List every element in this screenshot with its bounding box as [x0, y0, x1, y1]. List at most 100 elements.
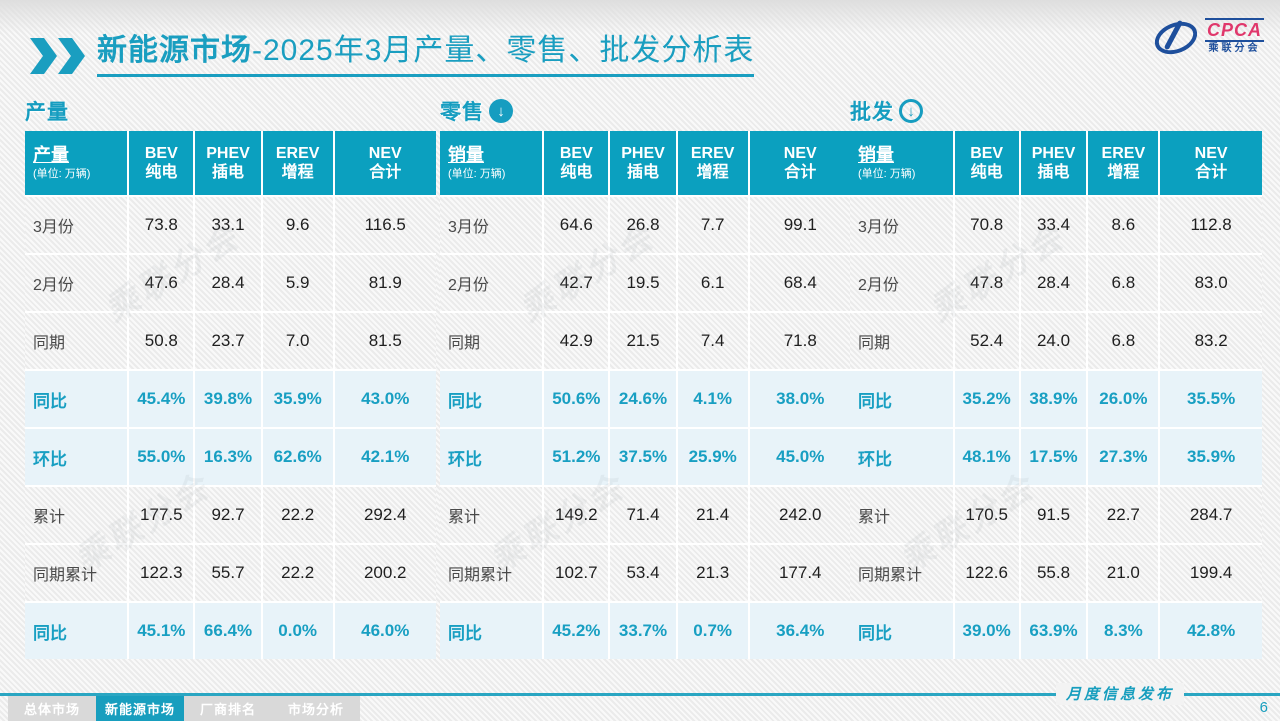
data-cell: 24.0	[1020, 313, 1087, 369]
row-label: 3月份	[850, 197, 953, 253]
data-cell: 48.1%	[954, 429, 1019, 485]
nav-tab-新能源市场[interactable]: 新能源市场	[96, 696, 184, 721]
logo-acronym: CPCA	[1204, 18, 1264, 42]
data-cell: 38.0%	[749, 371, 851, 427]
table-section-title: 零售	[440, 101, 484, 124]
table-measure-label: 销量	[448, 144, 484, 165]
data-cell: 55.8	[1020, 545, 1087, 601]
column-header-line1: EREV	[690, 144, 735, 162]
data-cell: 83.0	[1160, 255, 1262, 311]
row-label: 3月份	[25, 197, 128, 253]
data-cell: 21.4	[677, 487, 748, 543]
data-grid: 产量 (单位: 万辆) BEV 纯电 PHEV 插电 EREV 增程 NEV 合计 3月份 73.8 3…	[25, 131, 436, 659]
data-cell: 71.4	[610, 487, 676, 543]
down-arrow-badge-icon: ↓	[899, 99, 923, 123]
data-cell: 21.5	[610, 313, 676, 369]
data-cell: 64.6	[544, 197, 609, 253]
data-cell: 8.6	[1088, 197, 1159, 253]
column-header-line2: 合计	[369, 164, 402, 181]
double-chevron-icon	[30, 38, 85, 74]
data-cell: 102.7	[544, 545, 609, 601]
data-cell: 199.4	[1160, 545, 1262, 601]
column-header: BEV 纯电	[129, 131, 194, 195]
column-header-line2: 合计	[1195, 164, 1228, 181]
data-cell: 50.6%	[544, 371, 609, 427]
data-cell: 19.5	[610, 255, 676, 311]
row-label: 同比	[850, 603, 953, 659]
data-cell: 22.7	[1088, 487, 1159, 543]
data-cell: 92.7	[195, 487, 261, 543]
data-cell: 83.2	[1160, 313, 1262, 369]
table-section-title: 批发	[850, 101, 894, 124]
data-cell: 71.8	[749, 313, 851, 369]
table-unit-label: (单位: 万辆)	[448, 168, 506, 181]
column-header: EREV 增程	[677, 131, 748, 195]
data-cell: 149.2	[544, 487, 609, 543]
data-cell: 51.2%	[544, 429, 609, 485]
data-cell: 21.3	[677, 545, 748, 601]
row-label: 环比	[850, 429, 953, 485]
table-corner-header: 销量 (单位: 万辆)	[440, 131, 543, 195]
table-measure-label: 产量	[33, 144, 69, 165]
column-header-line2: 增程	[281, 164, 314, 181]
row-label: 同比	[25, 603, 128, 659]
data-cell: 6.1	[677, 255, 748, 311]
row-label: 环比	[25, 429, 128, 485]
retail-table: 零售 ↓ 销量 (单位: 万辆) BEV 纯电 PHEV 插电 EREV 增程 NEV 合计 3月份 64…	[440, 96, 851, 659]
table-corner-header: 销量 (单位: 万辆)	[850, 131, 953, 195]
data-cell: 35.9%	[1160, 429, 1262, 485]
data-cell: 37.5%	[610, 429, 676, 485]
data-cell: 7.7	[677, 197, 748, 253]
data-cell: 200.2	[334, 545, 436, 601]
data-cell: 26.0%	[1088, 371, 1159, 427]
column-header-line2: 插电	[1037, 164, 1070, 181]
column-header-line1: NEV	[368, 144, 402, 162]
row-label: 同期累计	[850, 545, 953, 601]
data-cell: 81.9	[334, 255, 436, 311]
data-cell: 177.4	[749, 545, 851, 601]
footer-divider-line	[0, 693, 1280, 696]
data-cell: 16.3%	[195, 429, 261, 485]
data-cell: 284.7	[1160, 487, 1262, 543]
wholesale-table: 批发 ↓ 销量 (单位: 万辆) BEV 纯电 PHEV 插电 EREV 增程 NEV 合计 3月份 70…	[850, 96, 1262, 659]
data-cell: 28.4	[195, 255, 261, 311]
column-header-line1: NEV	[1194, 144, 1228, 162]
column-header-line2: 增程	[696, 164, 729, 181]
data-cell: 24.6%	[610, 371, 676, 427]
data-cell: 6.8	[1088, 313, 1159, 369]
data-cell: 25.9%	[677, 429, 748, 485]
row-label: 2月份	[850, 255, 953, 311]
column-header-line1: EREV	[1101, 144, 1146, 162]
data-cell: 42.1%	[334, 429, 436, 485]
table-unit-label: (单位: 万辆)	[858, 168, 916, 181]
nav-tab-厂商排名[interactable]: 厂商排名	[184, 696, 272, 721]
column-header-line1: EREV	[275, 144, 320, 162]
table-section-header: 批发 ↓	[850, 96, 1262, 126]
data-cell: 66.4%	[195, 603, 261, 659]
column-header: NEV 合计	[749, 131, 851, 195]
data-cell: 21.0	[1088, 545, 1159, 601]
column-header: EREV 增程	[262, 131, 333, 195]
column-header-line2: 增程	[1107, 164, 1140, 181]
row-label: 同期	[25, 313, 128, 369]
data-cell: 22.2	[262, 545, 333, 601]
top-gradient-band	[0, 0, 1280, 34]
row-label: 同比	[440, 371, 543, 427]
row-label: 同比	[850, 371, 953, 427]
column-header-line1: PHEV	[1031, 144, 1076, 162]
row-label: 累计	[850, 487, 953, 543]
row-label: 2月份	[25, 255, 128, 311]
nav-tab-市场分析[interactable]: 市场分析	[272, 696, 360, 721]
data-cell: 62.6%	[262, 429, 333, 485]
data-grid: 销量 (单位: 万辆) BEV 纯电 PHEV 插电 EREV 增程 NEV 合计 3月份 70.8 3…	[850, 131, 1262, 659]
column-header-line1: BEV	[970, 144, 1004, 162]
data-cell: 35.2%	[954, 371, 1019, 427]
data-cell: 0.0%	[262, 603, 333, 659]
data-cell: 45.1%	[129, 603, 194, 659]
data-cell: 36.4%	[749, 603, 851, 659]
column-header-line2: 插电	[212, 164, 245, 181]
nav-tab-总体市场[interactable]: 总体市场	[8, 696, 96, 721]
column-header-line1: NEV	[783, 144, 817, 162]
data-cell: 170.5	[954, 487, 1019, 543]
table-unit-label: (单位: 万辆)	[33, 168, 91, 181]
